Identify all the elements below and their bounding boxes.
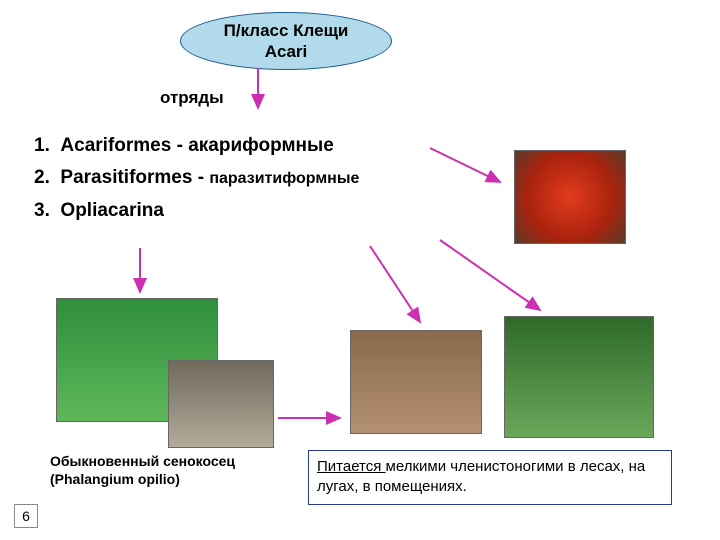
title-ellipse: П/класс Клещи Acari	[180, 12, 392, 70]
orders-label: отряды	[160, 88, 224, 108]
list-item: 3. Opliacarina	[34, 195, 359, 227]
list-trail: паразитиформные	[209, 170, 359, 187]
list-num: 3.	[34, 200, 50, 221]
list-dash: -	[192, 167, 209, 188]
title-line2: Acari	[265, 41, 308, 62]
order-list: 1. Acariformes - акариформные 2. Parasit…	[34, 130, 359, 227]
image-harvestman-2	[168, 360, 274, 448]
arrow	[430, 148, 500, 182]
list-term: Parasitiformes	[60, 167, 192, 188]
caption-line: (Phalangium opilio)	[50, 470, 235, 488]
list-item: 2. Parasitiformes - паразитиформные	[34, 162, 359, 194]
caption-harvestman: Обыкновенный сенокосец (Phalangium opili…	[50, 452, 235, 488]
caption-line: Обыкновенный сенокосец	[50, 452, 235, 470]
image-mites-pair	[350, 330, 482, 434]
caption-lead: Питается	[317, 458, 386, 475]
title-line1: П/класс Клещи	[224, 20, 349, 41]
list-num: 2.	[34, 167, 50, 188]
arrow	[370, 246, 420, 322]
page-number: 6	[14, 504, 38, 528]
image-mite-red	[514, 150, 626, 244]
arrow	[440, 240, 540, 310]
image-mite-on-leaf	[504, 316, 654, 438]
list-term: Opliacarina	[60, 200, 164, 221]
list-num: 1.	[34, 135, 50, 156]
caption-feeding-box: Питается мелкими членистоногими в лесах,…	[308, 450, 672, 505]
list-dash: -	[171, 135, 188, 156]
list-trail: акариформные	[188, 135, 334, 156]
list-term: Acariformes	[60, 135, 171, 156]
list-item: 1. Acariformes - акариформные	[34, 130, 359, 162]
